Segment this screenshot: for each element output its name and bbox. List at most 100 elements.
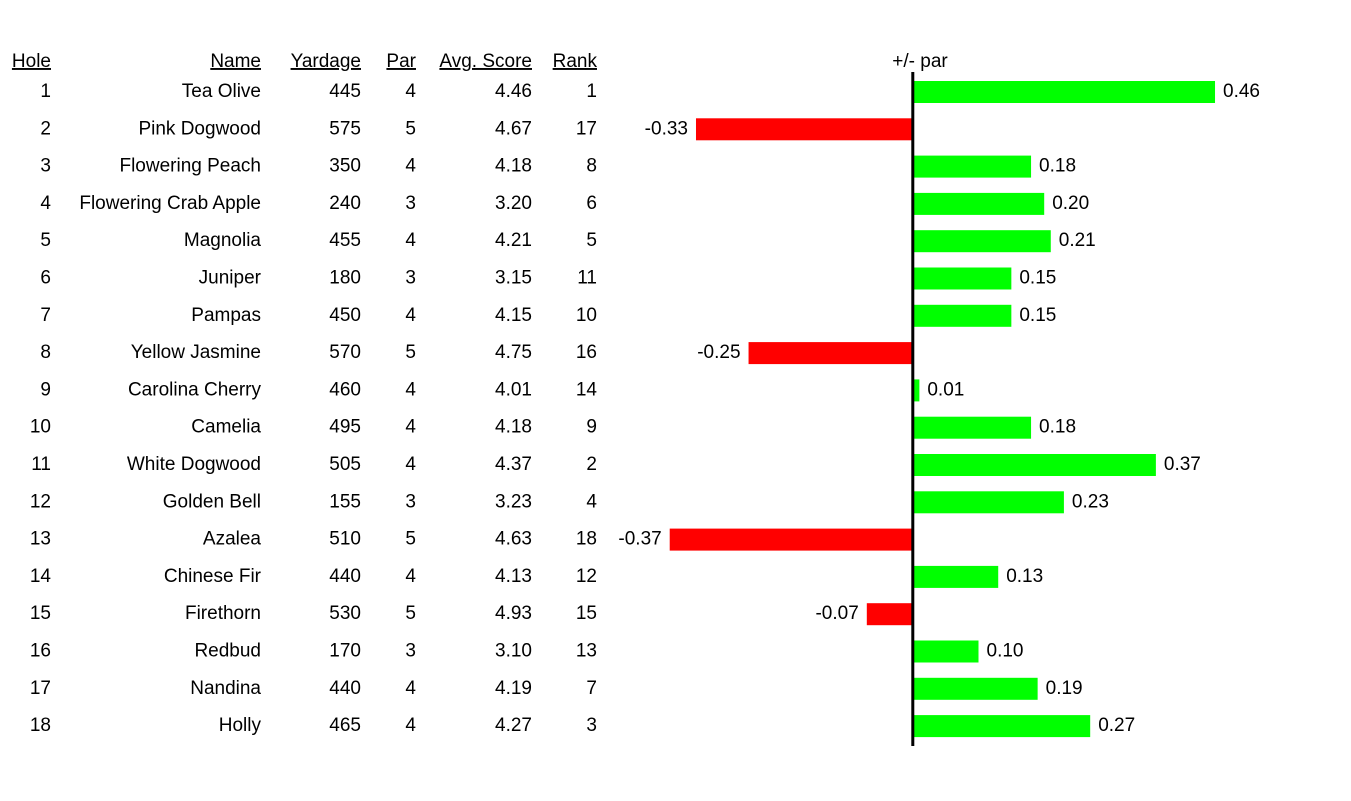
table-cell: 4.46 (495, 81, 532, 102)
table-cell: 13 (576, 641, 597, 662)
table-cell: 12 (576, 566, 597, 587)
table-cell: 4.13 (495, 566, 532, 587)
value-label: 0.46 (1223, 81, 1260, 102)
table-cell: 3.20 (495, 193, 532, 214)
table-cell: 9 (586, 417, 597, 438)
table-cell: Firethorn (185, 603, 261, 624)
table-cell: Flowering Peach (119, 156, 261, 177)
table-cell: Nandina (190, 678, 261, 699)
bar (748, 342, 913, 365)
bar (912, 416, 1032, 439)
value-label: 0.18 (1039, 156, 1076, 177)
table-cell: 530 (329, 603, 361, 624)
bar (912, 267, 1012, 290)
table-cell: 4 (586, 491, 597, 512)
table-cell: 14 (576, 379, 598, 400)
bar (912, 565, 999, 588)
bar (912, 155, 1032, 178)
table-cell: 460 (329, 379, 361, 400)
table-cell: 240 (329, 193, 361, 214)
table-cell: 4.37 (495, 454, 532, 475)
table-cell: 5 (405, 342, 416, 363)
table-cell: 4.01 (495, 379, 532, 400)
table-cell: 13 (30, 529, 51, 550)
table-cell: 4.18 (495, 417, 532, 438)
table-cell: 4 (405, 417, 416, 438)
value-label: 0.21 (1059, 230, 1096, 251)
value-label: 0.27 (1098, 715, 1135, 736)
table-cell: 4 (40, 193, 51, 214)
table-cell: 4 (405, 566, 416, 587)
table-cell: 16 (30, 641, 51, 662)
chart-title: +/- par (892, 51, 948, 72)
bar (866, 603, 913, 626)
table-cell: 3 (405, 193, 416, 214)
table-cell: 3 (405, 641, 416, 662)
value-label: 0.19 (1046, 678, 1083, 699)
column-header: Hole (12, 51, 51, 72)
table-cell: 7 (586, 678, 597, 699)
table-cell: Juniper (199, 268, 262, 289)
value-label: -0.25 (697, 342, 740, 363)
table-cell: 10 (30, 417, 51, 438)
value-label: 0.20 (1052, 193, 1089, 214)
value-label: 0.23 (1072, 491, 1109, 512)
table-cell: 3 (405, 268, 416, 289)
bar (669, 528, 913, 551)
table-cell: 1 (40, 81, 51, 102)
table-cell: 440 (329, 678, 361, 699)
table-cell: 4.93 (495, 603, 532, 624)
table-cell: 4 (405, 379, 416, 400)
value-label: 0.10 (987, 641, 1024, 662)
table-cell: 12 (30, 491, 51, 512)
table-cell: Yellow Jasmine (131, 342, 261, 363)
table-cell: 8 (40, 342, 51, 363)
value-label: 0.18 (1039, 417, 1076, 438)
table-cell: 3 (405, 491, 416, 512)
bar (912, 192, 1045, 215)
table-cell: 170 (329, 641, 361, 662)
table-cell: 10 (576, 305, 597, 326)
table-cell: 180 (329, 268, 361, 289)
table-cell: 17 (576, 118, 597, 139)
table-cell: 455 (329, 230, 361, 251)
table-cell: 18 (30, 715, 51, 736)
table-cell: 5 (405, 529, 416, 550)
table-cell: White Dogwood (127, 454, 261, 475)
bar (695, 118, 913, 141)
table-cell: 6 (40, 268, 51, 289)
table-cell: 2 (40, 118, 51, 139)
value-label: 0.13 (1006, 566, 1043, 587)
bar (912, 715, 1091, 738)
table-cell: Redbud (194, 641, 261, 662)
column-header: Rank (553, 51, 598, 72)
table-cell: Golden Bell (163, 491, 261, 512)
table-cell: 5 (405, 118, 416, 139)
table-cell: Carolina Cherry (128, 379, 262, 400)
table-cell: 5 (405, 603, 416, 624)
table-cell: 495 (329, 417, 361, 438)
table-cell: 18 (576, 529, 597, 550)
bar (912, 379, 920, 402)
table-cell: 5 (40, 230, 51, 251)
table-cell: 2 (586, 454, 597, 475)
table-cell: Camelia (191, 417, 261, 438)
table-cell: 3 (586, 715, 597, 736)
table-cell: 4 (405, 230, 416, 251)
table-cell: 445 (329, 81, 361, 102)
table-cell: 4.19 (495, 678, 532, 699)
table-cell: 4 (405, 678, 416, 699)
column-header: Par (386, 51, 416, 72)
table-cell: 450 (329, 305, 361, 326)
bar (912, 491, 1064, 514)
table-cell: Pampas (191, 305, 261, 326)
value-label: 0.01 (927, 379, 964, 400)
table-cell: 5 (586, 230, 597, 251)
table-cell: 570 (329, 342, 361, 363)
bar (912, 454, 1156, 476)
table-cell: 4 (405, 156, 416, 177)
table-cell: 350 (329, 156, 361, 177)
value-label: -0.07 (815, 603, 858, 624)
column-header: Name (210, 51, 261, 72)
table-cell: 4.67 (495, 118, 532, 139)
